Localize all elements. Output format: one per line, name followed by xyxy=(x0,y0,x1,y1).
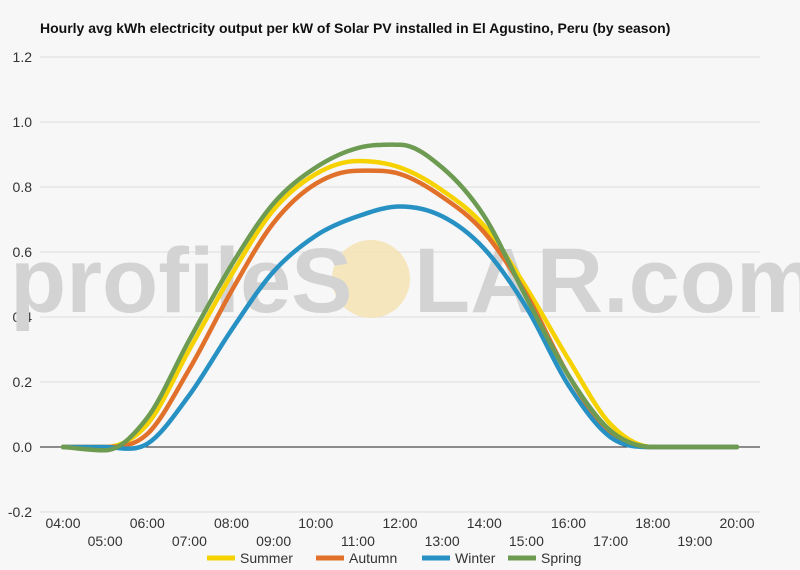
x-tick-label: 07:00 xyxy=(172,533,207,549)
legend-label-autumn: Autumn xyxy=(349,550,397,566)
series-line-summer xyxy=(60,158,740,450)
series-line-spring xyxy=(60,142,740,453)
y-tick-label: 1.0 xyxy=(13,114,33,130)
y-tick-label: 0.2 xyxy=(13,374,33,390)
x-tick-label: 12:00 xyxy=(382,515,417,531)
x-tick-label: 06:00 xyxy=(130,515,165,531)
series-line-autumn xyxy=(60,168,740,450)
gridlines xyxy=(40,56,760,513)
x-tick-label: 18:00 xyxy=(635,515,670,531)
y-axis-ticks: -0.2 0.0 0.2 0.4 0.6 0.8 1.0 1.2 xyxy=(8,49,32,520)
series-line-winter xyxy=(60,204,740,451)
x-tick-label: 15:00 xyxy=(509,533,544,549)
watermark-text-right: LAR.com xyxy=(414,230,800,332)
watermark-sun-icon xyxy=(332,240,410,318)
x-tick-label: 17:00 xyxy=(593,533,628,549)
legend-label-winter: Winter xyxy=(455,550,496,566)
x-tick-label: 08:00 xyxy=(214,515,249,531)
series-lines xyxy=(60,142,740,453)
x-tick-label: 16:00 xyxy=(551,515,586,531)
legend-label-spring: Spring xyxy=(541,550,581,566)
chart-title: Hourly avg kWh electricity output per kW… xyxy=(40,20,670,36)
x-tick-label: 13:00 xyxy=(425,533,460,549)
x-tick-label: 11:00 xyxy=(341,533,375,549)
x-tick-label: 14:00 xyxy=(467,515,502,531)
x-tick-label: 04:00 xyxy=(45,515,80,531)
legend-label-summer: Summer xyxy=(240,550,293,566)
x-tick-label: 09:00 xyxy=(256,533,291,549)
y-tick-label: 1.2 xyxy=(13,49,33,65)
x-tick-label: 19:00 xyxy=(677,533,712,549)
x-tick-label: 10:00 xyxy=(298,515,333,531)
y-tick-label: 0.6 xyxy=(13,244,33,260)
y-tick-label: 0.0 xyxy=(13,439,33,455)
y-tick-label: 0.8 xyxy=(13,179,33,195)
legend: Summer Autumn Winter Spring xyxy=(207,550,581,566)
x-tick-label: 20:00 xyxy=(719,515,754,531)
watermark-text-left: profileS xyxy=(10,230,352,332)
y-tick-label: -0.2 xyxy=(8,504,32,520)
y-tick-label: 0.4 xyxy=(13,309,33,325)
watermark-logo: profileS LAR.com xyxy=(10,230,800,332)
x-tick-label: 05:00 xyxy=(88,533,123,549)
x-axis-ticks: 04:00 05:00 06:00 07:00 08:00 09:00 10:00 11:00… xyxy=(45,515,754,549)
